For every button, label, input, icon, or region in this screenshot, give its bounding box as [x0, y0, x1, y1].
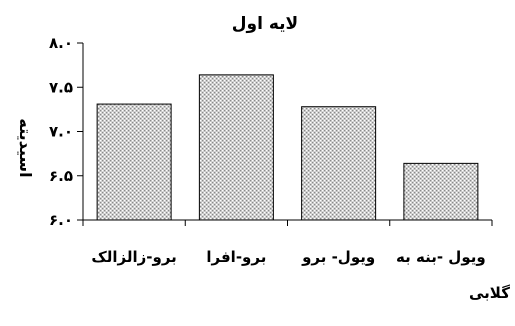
x-axis-ticks: [82, 220, 493, 226]
chart-title: لایه اول: [232, 14, 298, 34]
y-tick-label: ۷.۵: [49, 78, 73, 96]
y-tick-label: ۶.۰: [49, 211, 73, 229]
x-category-label: برو-افرا: [206, 248, 266, 266]
y-axis-ticks: ۶.۰ ۶.۵ ۷.۰ ۷.۵ ۸.۰: [49, 34, 83, 229]
bar: [198, 74, 274, 221]
bar: [96, 103, 172, 221]
bars-group: [96, 74, 479, 221]
x-category-label: برو-زالزالک: [91, 248, 176, 266]
category-labels: برو-زالزالک برو-افرا ویول- برو ویول -بنه به: [91, 248, 485, 266]
x-axis-label: همراه گلابی: [469, 284, 515, 302]
bar: [301, 106, 377, 221]
x-category-label: ویول -بنه به: [396, 248, 486, 266]
x-category-label: ویول- برو: [301, 248, 375, 266]
y-tick-label: ۷.۰: [49, 123, 73, 141]
y-tick-label: ۸.۰: [49, 34, 73, 52]
y-axis-label: اسیدیته: [16, 118, 35, 177]
bar: [403, 162, 479, 221]
y-tick-label: ۶.۵: [49, 167, 73, 185]
